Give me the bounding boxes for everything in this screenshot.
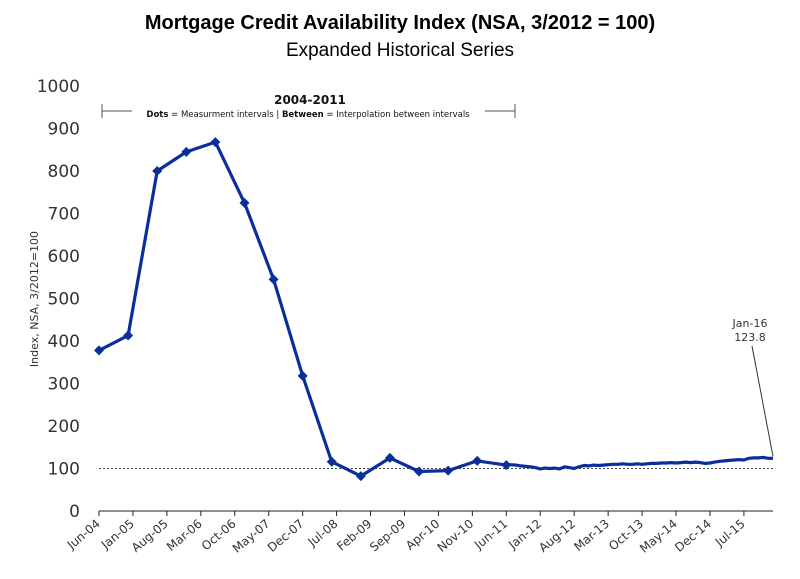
x-tick-label: May-07 bbox=[230, 517, 273, 556]
data-point-marker bbox=[472, 455, 483, 466]
data-point-marker bbox=[297, 370, 308, 381]
note-separator: | bbox=[276, 110, 279, 120]
x-tick-label: May-14 bbox=[637, 517, 680, 556]
y-tick-label: 600 bbox=[48, 247, 80, 267]
note-bracket bbox=[101, 104, 516, 118]
y-tick-label: 800 bbox=[48, 162, 80, 182]
y-tick-label: 100 bbox=[48, 460, 80, 480]
y-tick-label: 1000 bbox=[37, 77, 80, 97]
note-between-text: = Interpolation between intervals bbox=[326, 110, 470, 120]
data-point-marker bbox=[181, 146, 192, 157]
data-point-marker bbox=[152, 166, 163, 176]
x-axis: Jun-04Jan-05Aug-05Mar-06Oct-06May-07Dec-… bbox=[64, 510, 773, 556]
x-tick-label: Nov-10 bbox=[435, 517, 477, 555]
chart-title: Mortgage Credit Availability Index (NSA,… bbox=[145, 12, 655, 34]
x-tick-label: Dec-07 bbox=[265, 517, 307, 555]
y-tick-label: 400 bbox=[48, 332, 80, 352]
data-point-marker bbox=[123, 330, 134, 341]
y-tick-label: 300 bbox=[48, 375, 80, 395]
data-point-marker bbox=[239, 197, 250, 208]
data-point-marker bbox=[443, 465, 454, 476]
y-tick-label: 900 bbox=[48, 120, 80, 140]
x-tick-label: Mar-13 bbox=[571, 517, 612, 554]
y-tick-label: 0 bbox=[69, 502, 80, 522]
data-point-marker bbox=[414, 466, 425, 477]
series-line bbox=[98, 140, 774, 478]
x-tick-label: Aug-05 bbox=[129, 517, 171, 555]
x-tick-label: Sep-09 bbox=[367, 517, 408, 555]
note-period: 2004-2011 bbox=[274, 93, 346, 107]
x-tick-label: Mar-06 bbox=[164, 517, 205, 554]
annotation-leader-line bbox=[751, 345, 774, 457]
x-tick-label: Feb-09 bbox=[334, 517, 374, 554]
data-point-marker bbox=[501, 460, 512, 471]
data-point-marker bbox=[384, 452, 395, 463]
chart-subtitle: Expanded Historical Series bbox=[286, 40, 514, 61]
data-point-marker bbox=[268, 274, 279, 285]
note-dots-label: Dots bbox=[146, 110, 168, 120]
y-tick-label: 200 bbox=[48, 417, 80, 437]
note-dots-text: = Measurment intervals bbox=[171, 110, 274, 120]
note-between-label: Between bbox=[282, 110, 324, 120]
data-point-marker bbox=[94, 345, 104, 356]
annotation-label: Jan-16 bbox=[732, 317, 768, 330]
data-point-marker bbox=[326, 456, 337, 467]
note-legend-text: Dots = Measurment intervals | Between = … bbox=[146, 110, 470, 120]
x-tick-label: Dec-14 bbox=[672, 517, 714, 555]
y-tick-label: 500 bbox=[48, 290, 80, 310]
y-axis: 0 100 200 300 400 500 600 700 800 900 1000 bbox=[37, 77, 80, 522]
measured-markers bbox=[94, 137, 512, 482]
y-axis-label: Index, NSA, 3/2012=100 bbox=[28, 231, 41, 367]
annotation-value: 123.8 bbox=[734, 331, 766, 344]
data-point-marker bbox=[210, 137, 221, 148]
x-tick-label: Jun-11 bbox=[471, 517, 510, 553]
y-tick-label: 700 bbox=[48, 205, 80, 225]
data-point-marker bbox=[355, 471, 366, 482]
x-tick-label: Jul-15 bbox=[712, 517, 748, 550]
x-tick-label: Aug-12 bbox=[536, 517, 578, 555]
